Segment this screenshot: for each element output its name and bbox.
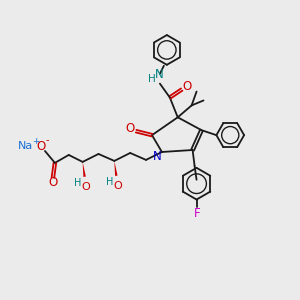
Text: -: - <box>45 135 49 145</box>
Text: O: O <box>182 80 191 93</box>
Text: O: O <box>113 181 122 191</box>
Text: +: + <box>32 136 40 146</box>
Text: H: H <box>148 74 156 84</box>
Text: O: O <box>81 182 90 192</box>
Text: H: H <box>106 177 113 187</box>
Text: H: H <box>74 178 81 188</box>
Text: O: O <box>126 122 135 135</box>
Polygon shape <box>82 162 86 177</box>
Text: Na: Na <box>17 141 33 151</box>
Text: O: O <box>36 140 46 152</box>
Polygon shape <box>114 161 118 176</box>
Text: N: N <box>154 68 163 81</box>
Text: F: F <box>194 207 201 220</box>
Text: N: N <box>153 150 161 164</box>
Text: O: O <box>48 176 58 189</box>
